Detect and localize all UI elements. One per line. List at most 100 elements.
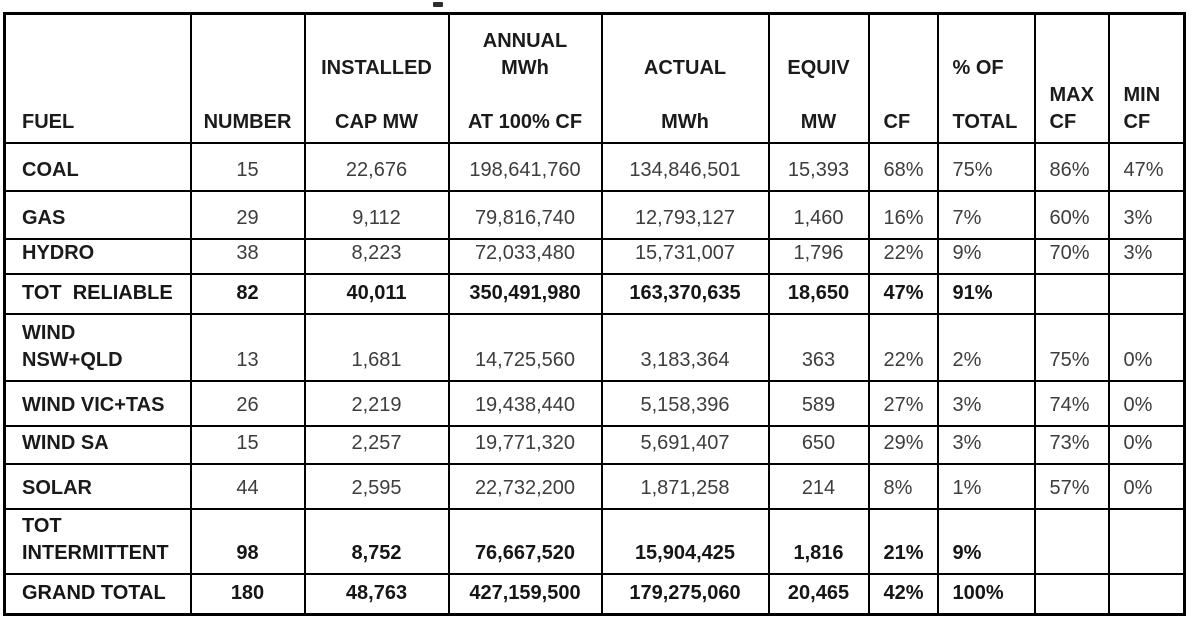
value-cell: 1%: [936, 462, 1036, 510]
header-line: [308, 82, 446, 109]
value-cell: 1,796: [767, 237, 870, 275]
value-cell: 650: [767, 424, 870, 465]
value-cell: 214: [767, 462, 870, 510]
header-line: [605, 82, 766, 109]
value-cell: 72,033,480: [447, 237, 603, 275]
value-cell: 2%: [936, 312, 1036, 382]
value-cell: 14,725,560: [447, 312, 603, 382]
value-cell: 9%: [936, 507, 1036, 575]
value-cell: 3%: [1107, 237, 1186, 275]
value-cell: 3%: [936, 424, 1036, 465]
fuel-label: GAS: [22, 206, 66, 229]
value-cell: 79,816,740: [447, 189, 603, 240]
value-cell: 15: [189, 424, 306, 465]
value-cell: 3,183,364: [600, 312, 770, 382]
value-cell: 22,732,200: [447, 462, 603, 510]
value-cell: 8,752: [303, 507, 450, 575]
fuel-label: COAL: [22, 158, 79, 181]
value-cell: 0%: [1107, 312, 1186, 382]
value-cell: 163,370,635: [600, 272, 770, 315]
value-cell: 13: [189, 312, 306, 382]
value-cell: 5,158,396: [600, 379, 770, 427]
value-cell: [1107, 572, 1186, 616]
value-cell: 29%: [867, 424, 939, 465]
value-cell: 27%: [867, 379, 939, 427]
value-cell: 19,771,320: [447, 424, 603, 465]
value-cell: 74%: [1033, 379, 1110, 427]
fuel-label: TOT RELIABLE: [22, 281, 173, 304]
value-cell: 47%: [1107, 141, 1186, 192]
value-cell: 68%: [867, 141, 939, 192]
value-cell: 15,731,007: [600, 237, 770, 275]
value-cell: 47%: [867, 272, 939, 315]
fuel-label: HYDRO: [22, 241, 95, 264]
table-body: COAL 15 22,676 198,641,760 134,846,501 15,393…: [3, 141, 1186, 616]
column-header: % OF TOTAL: [936, 12, 1036, 144]
fuel-cell: HYDRO: [3, 237, 192, 275]
value-cell: 427,159,500: [447, 572, 603, 616]
header-line: MWh: [661, 110, 709, 133]
value-cell: 2,219: [303, 379, 450, 427]
fuel-label: GRAND TOTAL: [22, 582, 166, 604]
column-header: ACTUAL MWh: [600, 12, 770, 144]
fuel-cell: GAS: [3, 189, 192, 240]
value-cell: 82: [189, 272, 306, 315]
value-cell: 198,641,760: [447, 141, 603, 192]
fuel-label: TOT: [22, 514, 62, 537]
column-header: CF: [867, 12, 939, 144]
value-cell: 15,393: [767, 141, 870, 192]
value-cell: 70%: [1033, 237, 1110, 275]
fuel-cell: SOLAR: [3, 462, 192, 510]
value-cell: 19,438,440: [447, 379, 603, 427]
value-cell: [1033, 572, 1110, 616]
header-line: AT 100% CF: [467, 110, 583, 133]
header-line: EQUIV: [787, 56, 850, 79]
fuel-label: WIND: [22, 321, 76, 344]
value-cell: 76,667,520: [447, 507, 603, 575]
value-cell: 1,460: [767, 189, 870, 240]
value-cell: 9,112: [303, 189, 450, 240]
value-cell: [1033, 272, 1110, 315]
value-cell: 26: [189, 379, 306, 427]
fuel-cell: WIND NSW+QLD: [3, 312, 192, 382]
header-line: CF: [1049, 110, 1077, 133]
value-cell: 60%: [1033, 189, 1110, 240]
fuel-label: SOLAR: [22, 476, 92, 499]
value-cell: 12,793,127: [600, 189, 770, 240]
value-cell: 100%: [936, 572, 1036, 616]
table-row: COAL 15 22,676 198,641,760 134,846,501 15,393…: [3, 141, 1186, 192]
table-row: GRAND TOTAL 180 48,763 427,159,500 179,275,0…: [3, 572, 1186, 616]
column-header: MIN CF: [1107, 12, 1186, 144]
fuel-label: INTERMITTENT: [22, 541, 169, 564]
value-cell: 20,465: [767, 572, 870, 616]
value-cell: 0%: [1107, 379, 1186, 427]
value-cell: 57%: [1033, 462, 1110, 510]
value-cell: 350,491,980: [447, 272, 603, 315]
value-cell: 16%: [867, 189, 939, 240]
value-cell: 363: [767, 312, 870, 382]
table-row: WIND VIC+TAS 26 2,219 19,438,440 5,158,396 58…: [3, 379, 1186, 427]
header-line: TOTAL: [952, 110, 1018, 133]
value-cell: 1,681: [303, 312, 450, 382]
fuel-cell: TOT RELIABLE: [3, 272, 192, 315]
value-cell: 0%: [1107, 424, 1186, 465]
cropped-text-artifact: [433, 2, 443, 7]
value-cell: 86%: [1033, 141, 1110, 192]
fuel-cell: WIND VIC+TAS: [3, 379, 192, 427]
value-cell: [1107, 272, 1186, 315]
value-cell: 2,595: [303, 462, 450, 510]
value-cell: 73%: [1033, 424, 1110, 465]
table-row: GAS 29 9,112 79,816,740 12,793,127 1,460 16% 7%…: [3, 189, 1186, 240]
header-line: MIN: [1123, 83, 1161, 106]
value-cell: 0%: [1107, 462, 1186, 510]
header-line: ANNUAL: [482, 29, 568, 52]
header-line: CF: [883, 110, 911, 133]
value-cell: 22%: [867, 237, 939, 275]
fuel-cell: WIND SA: [3, 424, 192, 465]
value-cell: 75%: [1033, 312, 1110, 382]
value-cell: 134,846,501: [600, 141, 770, 192]
column-header: ANNUAL MWh AT 100% CF: [447, 12, 603, 144]
header-line: MWh: [501, 56, 549, 79]
value-cell: 180: [189, 572, 306, 616]
